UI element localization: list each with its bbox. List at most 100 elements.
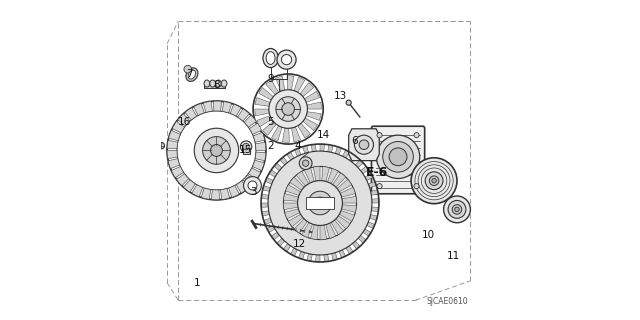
Polygon shape xyxy=(289,214,303,227)
Polygon shape xyxy=(290,177,304,190)
Polygon shape xyxy=(358,236,366,243)
Polygon shape xyxy=(342,205,356,212)
Circle shape xyxy=(425,172,443,190)
Text: 15: 15 xyxy=(239,146,252,156)
Text: 11: 11 xyxy=(447,251,460,260)
Polygon shape xyxy=(342,150,349,158)
Circle shape xyxy=(377,132,382,138)
Polygon shape xyxy=(301,222,312,237)
Polygon shape xyxy=(236,181,248,193)
Text: 4: 4 xyxy=(294,141,301,151)
Polygon shape xyxy=(243,175,255,187)
Circle shape xyxy=(298,180,342,225)
Polygon shape xyxy=(307,102,321,109)
Circle shape xyxy=(244,177,261,195)
Circle shape xyxy=(241,141,252,152)
Polygon shape xyxy=(192,185,203,197)
Circle shape xyxy=(429,176,439,186)
Circle shape xyxy=(414,132,419,138)
Polygon shape xyxy=(332,252,337,260)
Text: 14: 14 xyxy=(317,130,330,140)
Ellipse shape xyxy=(204,80,210,87)
Polygon shape xyxy=(296,172,309,186)
Polygon shape xyxy=(274,163,282,171)
Polygon shape xyxy=(370,215,378,220)
Polygon shape xyxy=(230,104,241,116)
Polygon shape xyxy=(372,199,379,203)
Ellipse shape xyxy=(266,52,275,64)
Polygon shape xyxy=(284,244,291,252)
Circle shape xyxy=(383,141,413,172)
FancyBboxPatch shape xyxy=(371,126,425,194)
Polygon shape xyxy=(221,188,230,200)
Circle shape xyxy=(314,197,326,209)
Polygon shape xyxy=(328,145,333,152)
Polygon shape xyxy=(342,196,356,203)
Polygon shape xyxy=(324,254,329,262)
Polygon shape xyxy=(255,98,270,106)
Polygon shape xyxy=(193,103,204,116)
Text: 7: 7 xyxy=(186,69,193,79)
Polygon shape xyxy=(294,219,307,233)
Text: 13: 13 xyxy=(334,91,348,101)
Polygon shape xyxy=(266,80,278,95)
Circle shape xyxy=(268,151,372,255)
Polygon shape xyxy=(320,225,326,240)
Polygon shape xyxy=(255,152,266,161)
Polygon shape xyxy=(255,109,269,116)
Polygon shape xyxy=(300,83,314,97)
Circle shape xyxy=(359,140,369,149)
Polygon shape xyxy=(346,246,353,254)
Ellipse shape xyxy=(263,49,278,68)
Circle shape xyxy=(300,157,312,170)
Circle shape xyxy=(444,196,470,223)
Polygon shape xyxy=(371,207,379,212)
Circle shape xyxy=(194,128,239,173)
Polygon shape xyxy=(340,187,355,197)
Polygon shape xyxy=(331,220,344,235)
Polygon shape xyxy=(282,128,289,142)
Polygon shape xyxy=(211,190,220,200)
Text: 9: 9 xyxy=(268,74,274,84)
Polygon shape xyxy=(167,150,177,159)
Polygon shape xyxy=(287,76,294,90)
Circle shape xyxy=(211,145,222,156)
Polygon shape xyxy=(248,168,260,180)
Polygon shape xyxy=(228,186,239,197)
Polygon shape xyxy=(203,101,212,112)
Polygon shape xyxy=(222,101,232,113)
Text: 10: 10 xyxy=(422,230,435,240)
Circle shape xyxy=(184,65,191,73)
Polygon shape xyxy=(310,225,318,239)
Circle shape xyxy=(414,184,419,189)
Polygon shape xyxy=(339,250,346,258)
Polygon shape xyxy=(322,167,330,181)
Polygon shape xyxy=(262,186,270,191)
Circle shape xyxy=(259,142,381,264)
Polygon shape xyxy=(326,223,336,238)
Text: 1: 1 xyxy=(194,278,201,288)
Polygon shape xyxy=(367,222,375,228)
Polygon shape xyxy=(264,218,271,225)
Polygon shape xyxy=(257,116,272,127)
Polygon shape xyxy=(177,174,189,186)
Polygon shape xyxy=(285,185,301,196)
Polygon shape xyxy=(276,76,285,91)
Polygon shape xyxy=(168,130,180,140)
Ellipse shape xyxy=(186,68,198,81)
Polygon shape xyxy=(369,181,376,188)
Polygon shape xyxy=(336,216,350,229)
Text: E-6: E-6 xyxy=(366,166,388,179)
Polygon shape xyxy=(172,121,184,133)
Polygon shape xyxy=(213,101,221,111)
Ellipse shape xyxy=(210,80,216,87)
Polygon shape xyxy=(363,229,371,236)
Circle shape xyxy=(284,166,356,240)
Polygon shape xyxy=(291,248,298,256)
Circle shape xyxy=(411,158,457,204)
Polygon shape xyxy=(253,132,265,142)
Polygon shape xyxy=(269,170,277,177)
Polygon shape xyxy=(253,160,264,171)
Ellipse shape xyxy=(188,70,196,79)
Polygon shape xyxy=(261,203,268,207)
